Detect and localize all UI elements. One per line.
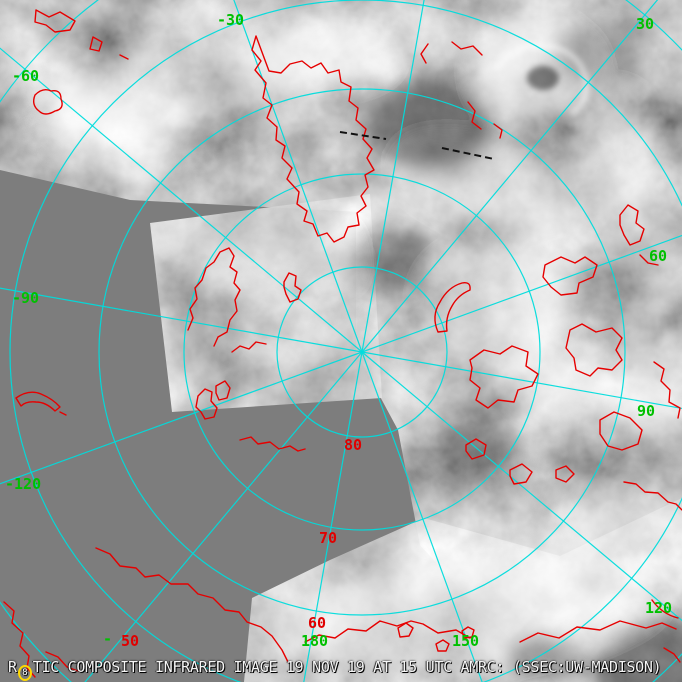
coastline-novaya-zemlya <box>434 281 471 333</box>
coastline-ireland <box>215 380 231 401</box>
meridian-line-120 <box>361 351 682 622</box>
graticule-label--30: -30 <box>217 11 244 29</box>
coastline-bering-islands <box>397 622 475 652</box>
meridian-line-30 <box>361 0 659 353</box>
graticule-label-60: 60 <box>308 614 326 632</box>
graticule-labels: -30 30 -60 -90 -120 - 180 150 120 90 60 80 70 60 50 <box>5 11 672 650</box>
graticule-label-180: 180 <box>301 632 328 650</box>
graticule-label--60: -60 <box>12 67 39 85</box>
coastline-arctic-island-1 <box>469 345 539 409</box>
meridian-line-0 <box>361 0 425 353</box>
dashed-boundaries <box>339 131 495 160</box>
meridian-line-60 <box>361 234 682 353</box>
meridian-line-150 <box>361 351 483 682</box>
coastline-aleutian <box>15 391 67 416</box>
graticule-label--90: -90 <box>12 289 39 307</box>
graticule-label--: - <box>103 630 112 648</box>
cloud-masses <box>18 20 682 682</box>
caption-prefix: R <box>8 658 17 676</box>
meridian-line--180 <box>303 351 363 682</box>
coastline-severnaya <box>619 204 659 266</box>
cyclone-swirl <box>492 42 590 117</box>
coastline-gulf-alaska <box>651 599 681 663</box>
dash-segment-1 <box>339 131 387 140</box>
coastline-siberia <box>95 547 289 663</box>
dash-segment-2 <box>441 147 495 160</box>
graticule-label-150: 150 <box>452 632 479 650</box>
coastline-right-lower <box>623 481 682 511</box>
coastline-arctic-island-3 <box>565 323 623 377</box>
caption-bar: R 8 TIC COMPOSITE INFRARED IMAGE 19 NOV 19… <box>8 658 662 681</box>
latitude-circle-50 <box>9 0 682 682</box>
latitude-circle-70 <box>183 173 541 531</box>
coastline-arctic-island-4 <box>599 411 643 451</box>
coastline-europe <box>239 436 306 452</box>
graticule-label-50: 50 <box>121 632 139 650</box>
graticule-label-30: 30 <box>636 15 654 33</box>
station-marker-icon: 8 <box>17 665 32 681</box>
graticule-label-60: 60 <box>649 247 667 265</box>
latitude-circle-60 <box>98 88 626 616</box>
graticule-label-90: 90 <box>637 402 655 420</box>
coastline-alaska-north <box>304 620 471 643</box>
coastline-svalbard <box>283 272 302 303</box>
graticule-label--120: -120 <box>5 475 41 493</box>
coastline-right-edge <box>653 361 681 419</box>
graticule-label-120: 120 <box>645 599 672 617</box>
coastline-topright <box>420 41 503 139</box>
caption-text: TIC COMPOSITE INFRARED IMAGE 19 NOV 19 A… <box>32 658 662 676</box>
meridian-line-90 <box>361 351 682 410</box>
coastline-greenland <box>251 35 375 243</box>
latitude-circle-80 <box>276 266 448 438</box>
coastline-baltic <box>231 341 267 353</box>
coastline-arctic-island-2 <box>542 256 598 296</box>
meridian-line--30 <box>233 0 363 353</box>
coastline-uk <box>195 388 218 420</box>
meridian-line--120 <box>0 351 363 485</box>
graticule-label-70: 70 <box>319 529 337 547</box>
graticule-label-80: 80 <box>344 436 362 454</box>
meridian-line--60 <box>0 47 363 353</box>
coastline-islets <box>465 438 575 485</box>
coastline-iceland <box>32 88 63 115</box>
coastline-alaska-south <box>519 620 677 643</box>
coastlines <box>3 9 682 678</box>
meridian-line--90 <box>0 287 363 353</box>
coastline-norway <box>187 247 241 347</box>
coastline-topleft <box>34 9 129 60</box>
meridian-line--150 <box>84 351 363 682</box>
